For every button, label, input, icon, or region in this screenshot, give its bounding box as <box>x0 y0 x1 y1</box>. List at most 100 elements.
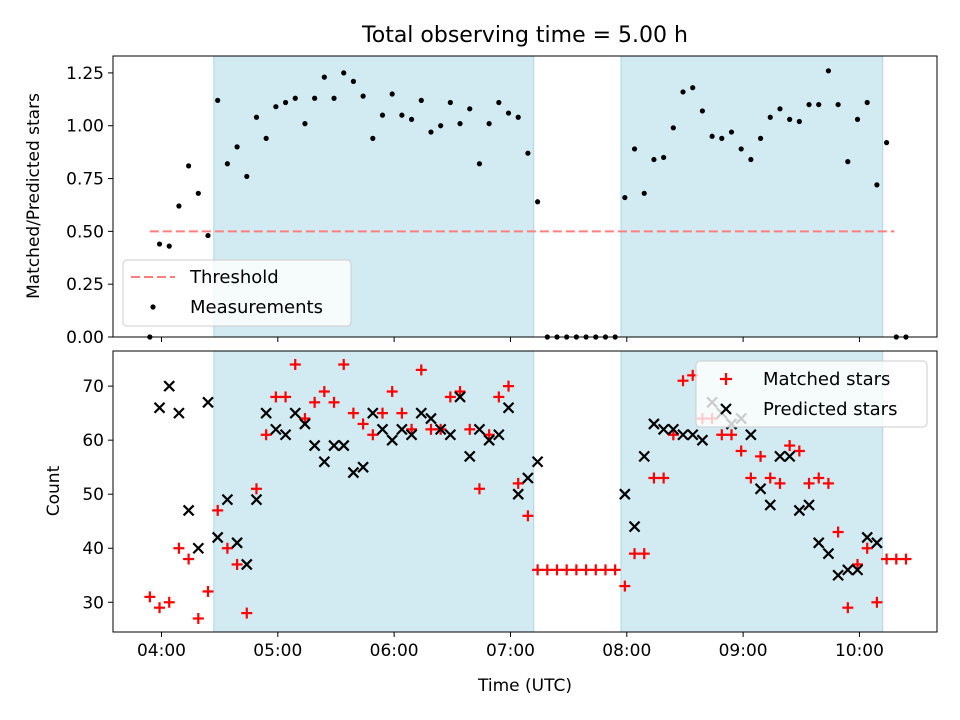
measurement-point <box>728 129 735 135</box>
matched-point <box>406 423 418 435</box>
matched-point <box>464 423 476 435</box>
predicted-point <box>318 456 331 468</box>
matched-point <box>241 607 253 619</box>
measurement-point <box>496 99 502 106</box>
matched-point <box>716 429 728 441</box>
predicted-point <box>502 401 515 414</box>
matched-point <box>357 418 369 430</box>
predicted-point <box>764 499 777 511</box>
legend-predicted-label: Predicted stars <box>763 399 897 420</box>
top-y-axis-label: Matched/Predicted stars <box>24 93 44 299</box>
measurement-point <box>302 121 308 127</box>
measurement-point <box>224 161 230 167</box>
measurement-point <box>292 95 298 101</box>
matched-point <box>522 510 534 522</box>
matched-point <box>318 386 330 398</box>
measurement-point <box>360 93 366 99</box>
top-y-tick-label: 0.50 <box>66 222 104 242</box>
measurement-point <box>379 112 386 118</box>
measurement-point <box>777 106 783 112</box>
measurement-point <box>835 101 841 108</box>
measurement-point <box>757 135 764 141</box>
predicted-point <box>851 564 864 576</box>
predicted-point <box>279 428 292 441</box>
predicted-point <box>754 483 767 495</box>
measurement-point <box>680 89 686 95</box>
matched-point <box>638 548 650 560</box>
matched-point <box>309 396 321 408</box>
measurement-point <box>234 144 240 150</box>
top-panel: 0.00 0.25 0.50 0.75 1.00 1.25 Matched/Predict… <box>24 55 938 348</box>
predicted-point <box>512 488 524 500</box>
measurement-point <box>350 78 357 84</box>
predicted-point <box>270 423 282 436</box>
matched-point <box>260 429 272 441</box>
predicted-point <box>463 450 476 463</box>
measurement-point <box>806 101 812 108</box>
predicted-point <box>425 412 437 425</box>
matched-point <box>774 477 786 489</box>
matched-point <box>677 375 689 387</box>
legend-measurements-label: Measurements <box>190 297 323 318</box>
matched-point <box>512 477 524 489</box>
top-y-tick-label: 1.25 <box>66 64 104 84</box>
predicted-point <box>299 418 311 430</box>
matched-point <box>415 364 427 376</box>
matched-point <box>832 526 844 538</box>
top-y-tick-label: 0.75 <box>66 170 104 190</box>
top-y-tick-label: 1.00 <box>66 117 104 137</box>
measurement-point <box>690 85 696 91</box>
matched-point <box>784 440 796 452</box>
matched-point <box>386 386 398 398</box>
measurement-point <box>263 135 269 141</box>
predicted-point <box>667 423 680 436</box>
bottom-y-tick-label: 60 <box>82 431 104 451</box>
measurement-point <box>428 129 434 135</box>
measurement-point <box>816 101 822 108</box>
matched-point <box>813 472 825 484</box>
measurement-point <box>370 135 376 141</box>
predicted-point <box>861 531 873 544</box>
predicted-point <box>173 407 185 419</box>
predicted-point <box>522 472 534 484</box>
matched-point <box>221 542 233 554</box>
matched-point <box>580 564 592 576</box>
measurement-point <box>273 104 279 110</box>
predicted-point <box>289 407 302 419</box>
predicted-point <box>473 423 486 436</box>
matched-point <box>396 407 408 419</box>
measurement-point <box>486 121 492 127</box>
matched-point <box>338 359 350 371</box>
predicted-point <box>231 537 243 549</box>
predicted-point <box>832 569 844 582</box>
measurement-point <box>864 99 870 106</box>
x-tick-label: 06:00 <box>370 641 419 661</box>
measurement-point <box>331 95 337 101</box>
predicted-point <box>871 537 883 549</box>
measurement-point <box>176 203 182 209</box>
predicted-point <box>357 461 369 473</box>
measurement-point <box>244 173 250 180</box>
measurement-point <box>447 99 453 106</box>
predicted-point <box>163 380 176 392</box>
predicted-point <box>783 450 796 463</box>
predicted-point <box>405 428 418 441</box>
predicted-point <box>396 423 408 436</box>
measurement-point <box>641 190 647 196</box>
matched-point <box>842 602 854 614</box>
matched-point <box>890 553 902 565</box>
predicted-point <box>793 504 806 517</box>
measurement-point <box>825 68 832 74</box>
matched-point <box>551 564 563 576</box>
measurement-point <box>748 156 754 163</box>
measurement-point <box>186 163 192 169</box>
measurement-point <box>389 91 395 97</box>
predicted-point <box>367 407 379 419</box>
x-axis-label: Time (UTC) <box>477 676 572 696</box>
measurement-point <box>505 110 512 116</box>
predicted-point <box>241 558 253 571</box>
matched-point <box>483 429 495 441</box>
predicted-point <box>182 504 195 517</box>
measurement-point <box>341 70 347 76</box>
